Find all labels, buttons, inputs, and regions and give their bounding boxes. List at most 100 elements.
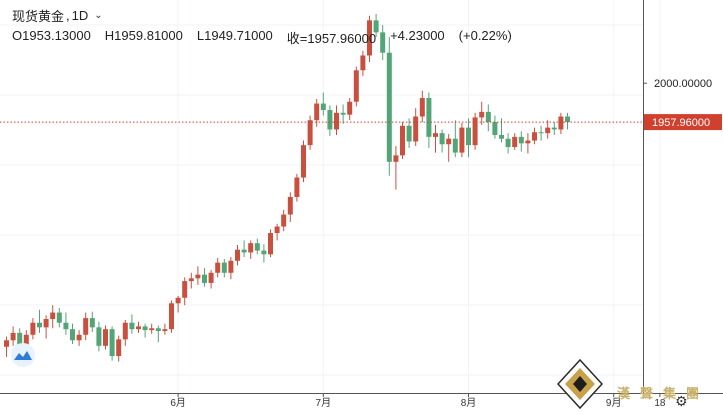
candle-body-79: [525, 140, 531, 144]
candle-body-9: [63, 322, 69, 330]
candle-body-56: [373, 20, 379, 33]
watermark: [11, 343, 604, 410]
candle-body-33: [221, 262, 227, 273]
candle-body-8: [56, 312, 62, 323]
candle-body-4: [30, 322, 36, 335]
candle-body-12: [83, 318, 89, 335]
candle-body-85: [565, 116, 570, 123]
candle-body-73: [485, 111, 491, 123]
candle-body-26: [175, 297, 181, 304]
watermark-logo-icon: [556, 358, 604, 410]
candle-body-54: [360, 55, 366, 71]
candle-body-16: [109, 329, 115, 357]
candle-body-42: [281, 214, 287, 227]
last-price-label: 1957.96000: [652, 117, 710, 129]
candle-body-76: [505, 138, 511, 148]
watermark-text: 漢聲集團: [617, 387, 710, 402]
candle-body-48: [320, 103, 326, 111]
candle-body-37: [248, 243, 254, 253]
candle-body-64: [426, 98, 432, 137]
symbol-name: 现货黄金: [12, 8, 65, 24]
grid: [0, 0, 661, 393]
candle-body-69: [459, 127, 465, 153]
candle-body-34: [228, 260, 234, 273]
candle-body-23: [155, 328, 161, 332]
x-tick-label-3: 9月: [606, 397, 622, 409]
candle-body-62: [413, 116, 419, 142]
candle-body-32: [215, 262, 221, 273]
candle-body-24: [162, 329, 168, 332]
candle-body-59: [393, 155, 399, 162]
candle-body-60: [400, 125, 405, 156]
candle-body-22: [149, 328, 155, 331]
change-percent: (+0.22%): [458, 28, 512, 43]
x-tick-label-4: 18: [654, 398, 666, 409]
candle-body-28: [188, 278, 194, 282]
candle-body-50: [334, 112, 339, 130]
candle-body-46: [307, 120, 313, 146]
candle-body-63: [419, 98, 425, 117]
chevron-down-icon[interactable]: ⌄: [94, 9, 103, 21]
candle-body-47: [314, 103, 320, 121]
candle-body-53: [353, 70, 359, 102]
low-value: L1949.71000: [196, 28, 273, 43]
x-tick-label-0: 6月: [170, 397, 186, 409]
candle-body-10: [70, 329, 75, 341]
candles: [4, 13, 570, 362]
x-tick-label-1: 7月: [316, 397, 332, 409]
gear-icon[interactable]: ⚙: [675, 393, 688, 409]
candle-body-14: [96, 327, 102, 346]
candle-body-17: [116, 339, 122, 357]
candle-body-18: [122, 322, 128, 340]
candle-body-77: [512, 136, 518, 148]
candle-body-55: [367, 20, 372, 56]
interval-label: 1D: [71, 7, 89, 23]
candle-body-58: [386, 52, 392, 162]
candle-body-6: [43, 319, 49, 328]
chart-logo-circle: [11, 343, 35, 367]
candle-body-61: [406, 125, 412, 142]
candle-body-72: [479, 111, 485, 118]
y-tick-label: 2000.00000: [654, 78, 712, 90]
candle-body-30: [202, 274, 207, 283]
candle-body-21: [142, 326, 148, 331]
high-value: H1959.81000: [104, 28, 183, 43]
candle-body-75: [499, 135, 504, 139]
separator: ,: [66, 7, 70, 23]
symbol-row[interactable]: 现货黄金 , 1D ⌄: [12, 6, 512, 24]
candle-body-67: [446, 138, 452, 145]
candle-body-38: [254, 243, 260, 251]
change-value: +4.23000: [390, 28, 445, 43]
candle-body-83: [551, 127, 557, 130]
candle-body-44: [294, 177, 300, 197]
candle-body-82: [545, 127, 551, 134]
candle-body-5: [37, 322, 42, 328]
candle-body-15: [103, 329, 108, 346]
candle-body-25: [169, 303, 174, 330]
logo-diamond-core: [573, 376, 587, 392]
candle-body-70: [466, 127, 471, 146]
candle-body-51: [340, 112, 346, 115]
candle-body-49: [327, 110, 333, 130]
candle-body-27: [182, 281, 188, 298]
candle-body-39: [261, 250, 267, 255]
candle-body-66: [439, 133, 445, 145]
candle-body-74: [492, 122, 498, 136]
chart-logo-icon: [11, 343, 35, 367]
candle-body-45: [301, 145, 306, 178]
candle-body-7: [50, 312, 56, 320]
chart-header: 现货黄金 , 1D ⌄ O1953.13000 H1959.81000 L194…: [12, 6, 512, 47]
candle-body-35: [235, 249, 240, 261]
last-price-tag: [644, 114, 722, 131]
ohlc-row: O1953.13000 H1959.81000 L1949.71000 收=19…: [12, 28, 512, 47]
candle-body-71: [472, 117, 478, 146]
candle-body-19: [129, 322, 135, 330]
x-tick-label-2: 8月: [461, 397, 477, 409]
candle-body-29: [195, 274, 201, 279]
candle-body-1: [10, 332, 16, 341]
candle-body-13: [89, 318, 95, 328]
chart-logo-wave: [14, 351, 32, 360]
